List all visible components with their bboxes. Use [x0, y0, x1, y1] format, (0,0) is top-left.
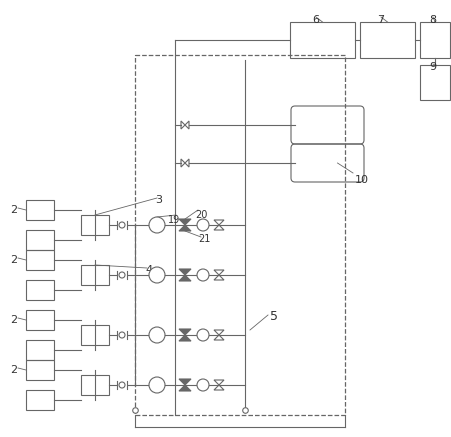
Bar — [26, 340, 54, 360]
Text: 9: 9 — [428, 62, 436, 72]
Text: 2: 2 — [10, 205, 17, 215]
Text: 10: 10 — [354, 175, 368, 185]
Text: 2: 2 — [10, 255, 17, 265]
Bar — [81, 265, 109, 285]
Text: 21: 21 — [198, 234, 210, 244]
Text: 2: 2 — [10, 315, 17, 325]
Circle shape — [149, 377, 165, 393]
Polygon shape — [179, 335, 191, 341]
Bar — [26, 250, 54, 270]
Polygon shape — [179, 275, 191, 281]
Circle shape — [197, 379, 208, 391]
Circle shape — [149, 267, 165, 283]
Circle shape — [149, 217, 165, 233]
Bar — [81, 375, 109, 395]
Text: 6: 6 — [312, 15, 319, 25]
Bar — [26, 360, 54, 380]
Circle shape — [197, 219, 208, 231]
Bar — [26, 390, 54, 410]
Bar — [81, 215, 109, 235]
Circle shape — [149, 327, 165, 343]
Text: 5: 5 — [269, 310, 277, 323]
Circle shape — [197, 329, 208, 341]
Bar — [419, 22, 449, 58]
Text: 2: 2 — [10, 365, 17, 375]
Text: 7: 7 — [377, 15, 384, 25]
Bar — [26, 230, 54, 250]
Bar — [135, 55, 344, 415]
Bar — [359, 22, 414, 58]
Polygon shape — [179, 379, 191, 385]
Circle shape — [197, 269, 208, 281]
Bar — [26, 200, 54, 220]
Text: 8: 8 — [428, 15, 436, 25]
Polygon shape — [179, 269, 191, 275]
Polygon shape — [179, 329, 191, 335]
Bar — [419, 65, 449, 100]
Polygon shape — [179, 219, 191, 225]
Text: 19: 19 — [168, 215, 180, 225]
Text: 4: 4 — [145, 265, 152, 275]
Bar — [290, 22, 354, 58]
Polygon shape — [179, 225, 191, 231]
Bar — [26, 280, 54, 300]
Bar — [81, 325, 109, 345]
Polygon shape — [179, 385, 191, 391]
Text: 20: 20 — [194, 210, 207, 220]
Text: 3: 3 — [155, 195, 161, 205]
Bar — [26, 310, 54, 330]
